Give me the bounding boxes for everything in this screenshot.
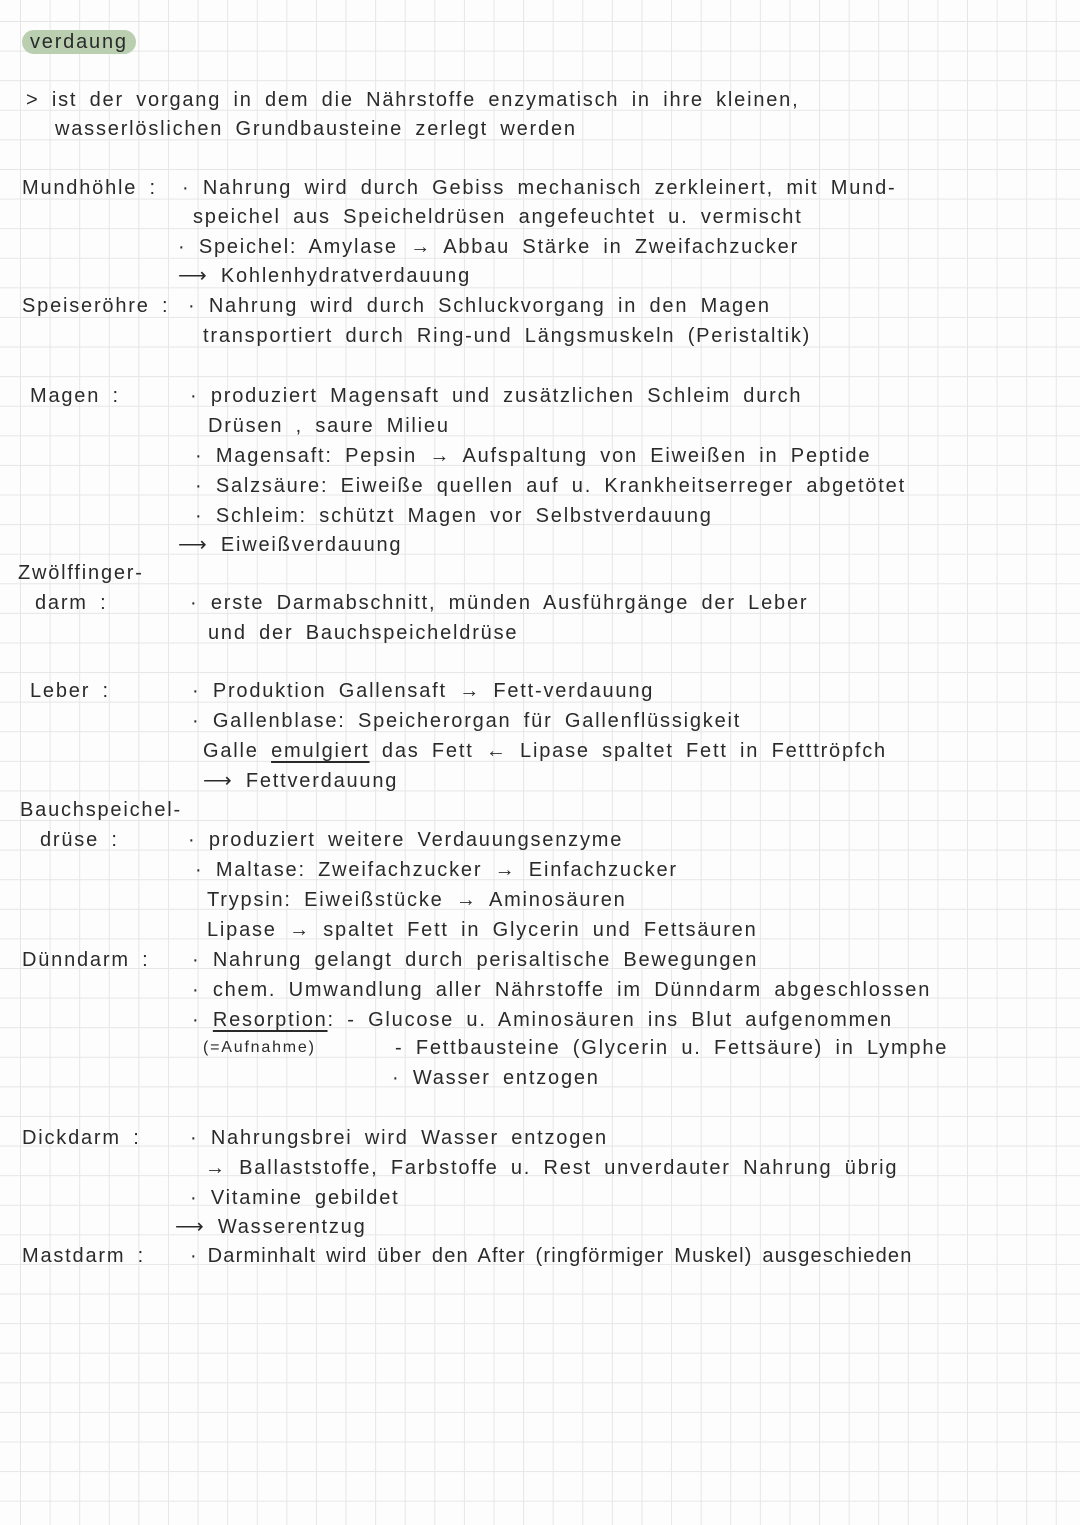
note-text: das Fett ← Lipase spaltet Fett in Fetttr…: [381, 740, 887, 762]
note-line: · Produktion Gallensaft → Fett-verdauung: [192, 680, 655, 702]
note-line: · produziert Magensaft und zusätzlichen …: [190, 385, 803, 407]
note-line: · Magensaft: Pepsin → Aufspaltung von Ei…: [195, 445, 872, 467]
section-label: Dickdarm :: [22, 1127, 141, 1149]
note-line: Trypsin: Eiweißstücke → Aminosäuren: [207, 889, 627, 911]
note-line: · Wasser entzogen: [392, 1067, 600, 1089]
note-line: · Nahrung wird durch Schluckvorgang in d…: [188, 295, 771, 317]
note-line: Galle emulgiert das Fett ← Lipase spalte…: [203, 739, 887, 763]
note-line: · Schleim: schützt Magen vor Selbstverda…: [195, 505, 713, 527]
note-line: ⟶ Eiweißverdauung: [178, 534, 403, 556]
section-label: darm :: [35, 592, 108, 614]
section-label: Speiseröhre :: [22, 295, 170, 317]
note-line: Lipase → spaltet Fett in Glycerin und Fe…: [207, 919, 758, 941]
note-line: ⟶ Kohlenhydratverdauung: [178, 265, 472, 287]
note-line: · Vitamine gebildet: [190, 1187, 400, 1209]
section-label: Magen :: [30, 385, 120, 407]
note-line: · produziert weitere Verdauungsenzyme: [188, 829, 624, 851]
note-line: · Speichel: Amylase → Abbau Stärke in Zw…: [178, 236, 800, 258]
note-line: · Gallenblase: Speicherorgan für Gallenf…: [192, 710, 742, 732]
note-line: · Darminhalt wird über den After (ringfö…: [190, 1245, 913, 1267]
note-line: · erste Darmabschnitt, münden Ausführgän…: [190, 592, 809, 614]
note-line: ⟶ Fettverdauung: [203, 770, 399, 792]
section-label: Leber :: [30, 680, 110, 702]
note-line: speichel aus Speicheldrüsen angefeuchtet…: [193, 206, 803, 228]
note-line: · Salzsäure: Eiweiße quellen auf u. Kran…: [195, 475, 906, 497]
note-line: transportiert durch Ring-und Längsmuskel…: [203, 325, 812, 347]
note-text: : - Glucose u. Aminosäuren ins Blut aufg…: [327, 1009, 893, 1031]
section-label: Mastdarm :: [22, 1245, 146, 1267]
note-line: · Maltase: Zweifachzucker → Einfachzucke…: [195, 859, 678, 881]
note-text: ·: [192, 1009, 213, 1031]
note-line: · Nahrungsbrei wird Wasser entzogen: [190, 1127, 608, 1149]
section-label: Bauchspeichel-: [20, 799, 182, 821]
note-line: ⟶ Wasserentzug: [175, 1216, 367, 1238]
section-label: Zwölffinger-: [18, 562, 144, 584]
note-line: - Fettbausteine (Glycerin u. Fettsäure) …: [395, 1037, 949, 1059]
note-line: Drüsen , saure Milieu: [208, 415, 450, 437]
note-line: (=Aufnahme): [203, 1039, 316, 1056]
underlined-term: Resorption: [212, 1009, 328, 1031]
intro-line: > ist der vorgang in dem die Nährstoffe …: [26, 89, 800, 111]
note-line: · Nahrung gelangt durch perisaltische Be…: [192, 949, 759, 971]
page-title: verdaung: [22, 30, 136, 54]
note-line: · Nahrung wird durch Gebiss mechanisch z…: [182, 177, 897, 199]
note-line: · Resorption: - Glucose u. Aminosäuren i…: [192, 1008, 893, 1032]
note-line: · chem. Umwandlung aller Nährstoffe im D…: [192, 979, 932, 1001]
underlined-term: emulgiert: [271, 740, 370, 762]
section-label: drüse :: [40, 829, 119, 851]
section-label: Dünndarm :: [22, 949, 150, 971]
note-text: Galle: [203, 740, 259, 762]
note-line: → Ballaststoffe, Farbstoffe u. Rest unve…: [205, 1157, 899, 1179]
section-label: Mundhöhle :: [22, 177, 157, 199]
intro-line: wasserlöslichen Grundbausteine zerlegt w…: [55, 118, 577, 140]
note-line: und der Bauchspeicheldrüse: [208, 622, 519, 644]
